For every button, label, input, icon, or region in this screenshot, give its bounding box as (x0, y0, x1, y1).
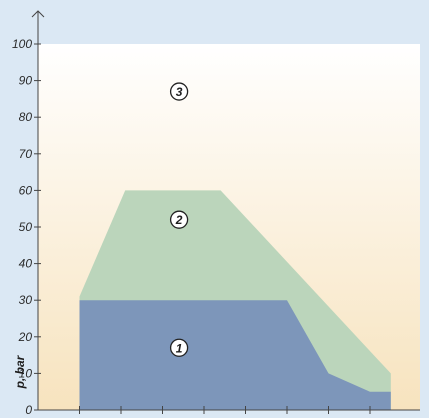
y-tick-label: 80 (19, 110, 33, 124)
areas-layer (79, 190, 391, 410)
y-axis-arrow (31, 10, 45, 18)
y-tick-label: 90 (19, 74, 33, 88)
zone-circle (169, 338, 189, 357)
zone-label: 2 (175, 213, 183, 227)
y-tick-label: 30 (19, 293, 33, 307)
y-tick-label: 40 (19, 257, 33, 271)
y-tick-label: 100 (12, 37, 32, 51)
zone-markers: 1 2 3 (169, 82, 189, 357)
zone-marker-3: 3 (169, 82, 189, 101)
y-tick-label: 10 (19, 366, 33, 380)
y-tick-label: 20 (18, 330, 33, 344)
zone-marker-2: 2 (169, 210, 189, 229)
area-series-2 (79, 300, 391, 410)
zone-marker-1: 1 (169, 338, 189, 357)
zone-circle (169, 210, 189, 229)
zone-circle (169, 82, 189, 101)
zone-label: 3 (176, 85, 183, 99)
y-tick-label: 70 (19, 147, 33, 161)
y-tick-label: 0 (25, 403, 32, 417)
y-axis-title: p, bar (13, 354, 27, 389)
zone-label: 1 (176, 341, 183, 355)
y-tick-label: 60 (19, 183, 33, 197)
y-tick-label: 50 (19, 220, 33, 234)
axes: 0 10 20 30 40 50 60 70 80 90 100 (12, 10, 420, 417)
